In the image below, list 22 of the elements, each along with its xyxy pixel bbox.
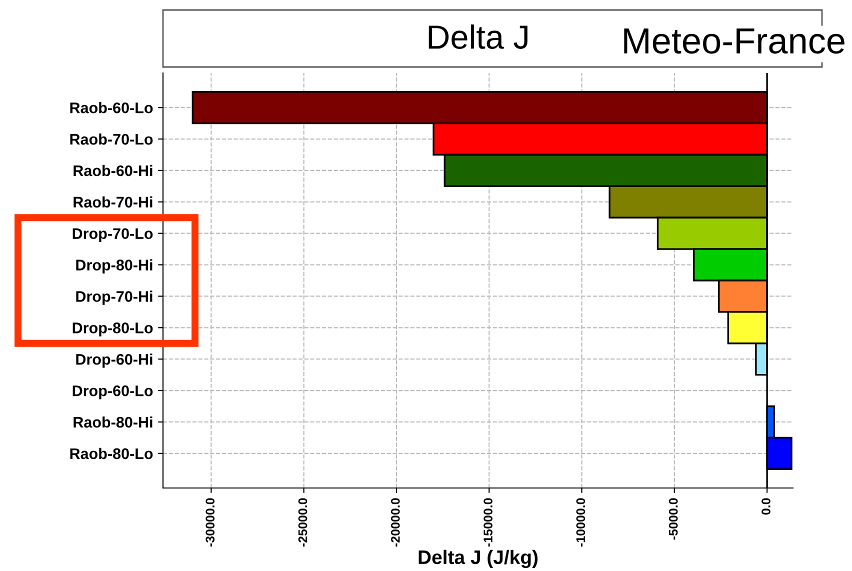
y-tick-label: Raob-80-Lo bbox=[70, 448, 153, 460]
y-tick-label: Drop-60-Hi bbox=[76, 354, 152, 368]
x-tick-label: 0.0 bbox=[762, 498, 770, 515]
y-tick-label: Drop-60-Lo bbox=[72, 385, 153, 400]
y-tick-label: Raob-70-Hi bbox=[74, 196, 152, 208]
x-tick-label: -25000.0 bbox=[298, 498, 308, 547]
chart-title: Delta J bbox=[428, 24, 528, 49]
y-tick-label: Drop-80-Hi bbox=[76, 259, 152, 274]
text: Meteo-France bbox=[624, 28, 844, 54]
x-axis-title: Delta J (J/kg) bbox=[418, 550, 538, 568]
x-tick-label: -15000.0 bbox=[484, 498, 492, 547]
y-tick-label: Drop-70-Hi bbox=[76, 290, 152, 305]
y-tick-label: Raob-80-Hi bbox=[74, 416, 152, 428]
x-tick-label: -30000.0 bbox=[206, 498, 215, 547]
y-tick-label: Drop-70-Lo bbox=[72, 228, 153, 242]
y-tick-label: Raob-60-Lo bbox=[70, 102, 153, 114]
x-tick-label: -20000.0 bbox=[390, 498, 400, 547]
y-tick-label: Raob-70-Lo bbox=[70, 133, 153, 145]
x-tick-label: -5000.0 bbox=[668, 498, 678, 540]
y-tick-label: Drop-80-Lo bbox=[72, 322, 153, 336]
y-tick-label: Raob-60-Hi bbox=[74, 164, 152, 176]
x-tick-label: -10000.0 bbox=[576, 498, 586, 547]
